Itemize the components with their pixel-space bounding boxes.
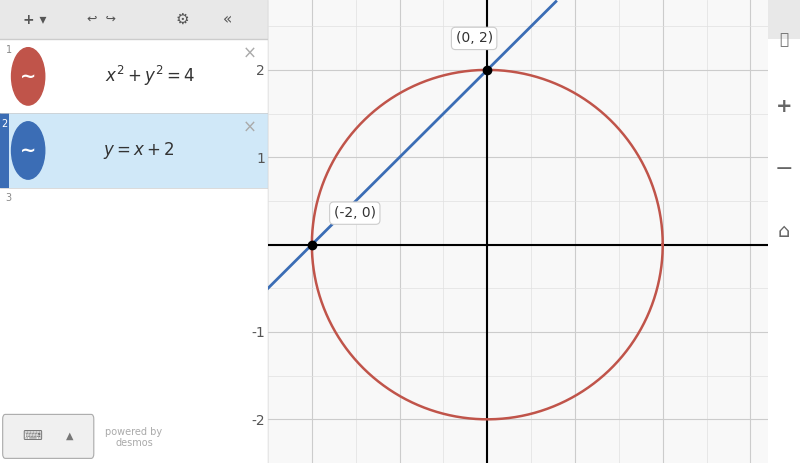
Text: ⌨: ⌨ [22,429,42,443]
Text: ⚙: ⚙ [175,12,189,27]
Text: + ▾: + ▾ [23,13,46,27]
Circle shape [11,122,45,179]
Text: +: + [776,97,792,116]
Text: 1: 1 [6,45,12,55]
FancyBboxPatch shape [0,113,268,188]
Text: $x^2 + y^2 = 4$: $x^2 + y^2 = 4$ [105,64,195,88]
Text: powered by
desmos: powered by desmos [106,427,162,448]
FancyBboxPatch shape [0,0,268,39]
FancyBboxPatch shape [0,39,268,113]
Text: 2: 2 [2,119,8,129]
Text: ↩  ↪: ↩ ↪ [87,13,116,26]
Text: 🔧: 🔧 [779,32,789,47]
Text: ▲: ▲ [66,431,74,441]
Circle shape [11,48,45,105]
Text: «: « [223,12,233,27]
FancyBboxPatch shape [2,414,94,458]
Text: (-2, 0): (-2, 0) [334,206,376,220]
Text: $y = x + 2$: $y = x + 2$ [103,140,175,161]
Text: (0, 2): (0, 2) [455,31,493,45]
Text: ×: × [242,119,256,137]
FancyBboxPatch shape [768,0,800,39]
Text: ×: × [242,45,256,63]
Text: ⌂: ⌂ [778,222,790,241]
Text: ∼: ∼ [20,67,36,86]
FancyBboxPatch shape [0,113,10,188]
Text: −: − [774,159,794,179]
Text: ∼: ∼ [20,141,36,160]
Text: 3: 3 [6,193,12,203]
